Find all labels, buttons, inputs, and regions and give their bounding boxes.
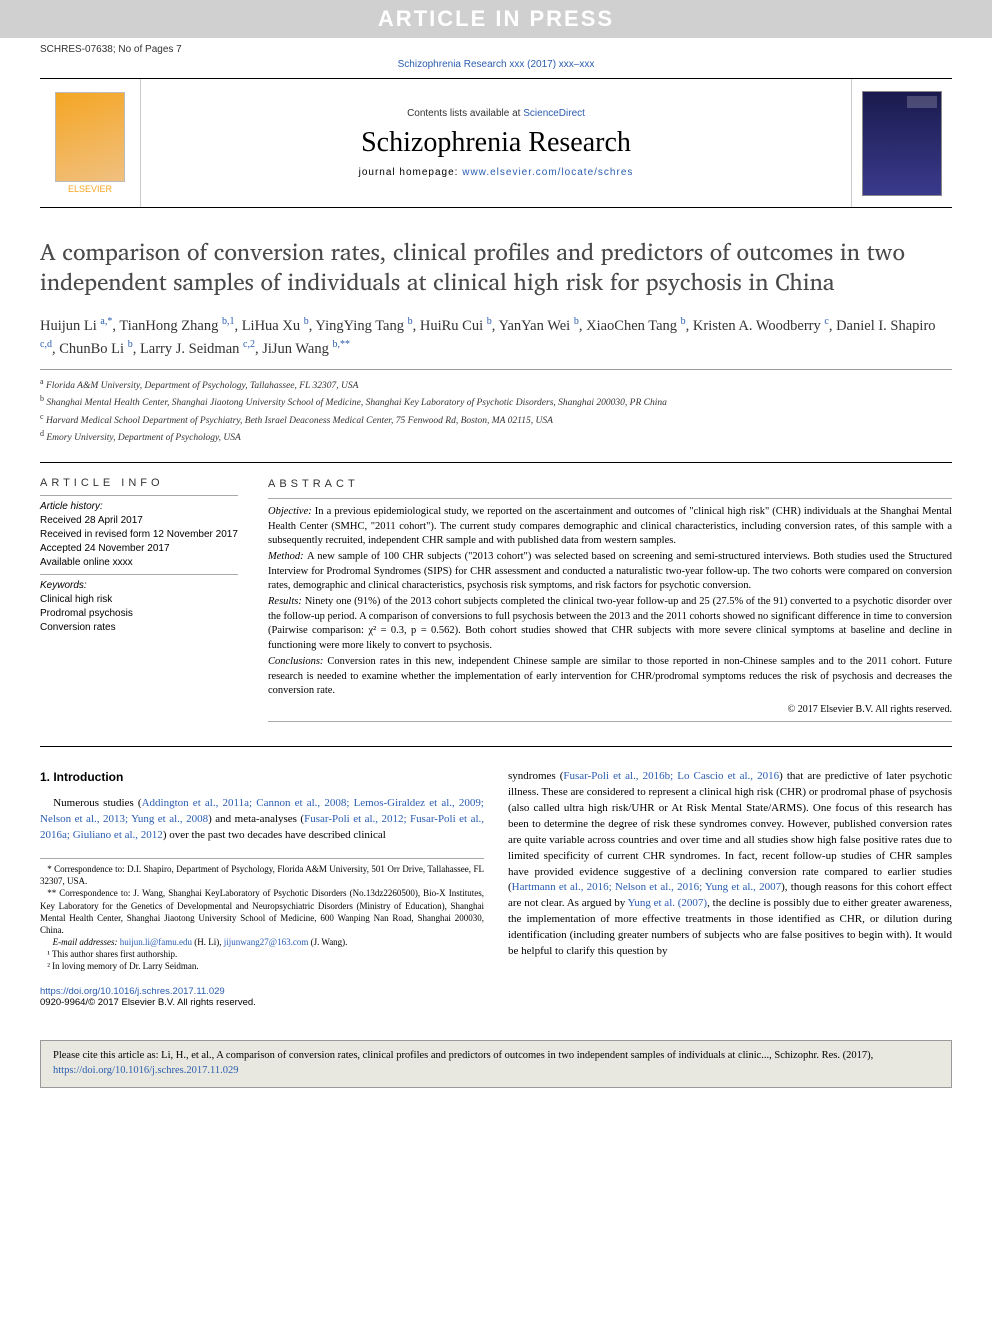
journal-cover-thumbnail (862, 91, 942, 196)
section-1-heading: 1. Introduction (40, 769, 484, 786)
history-label: Article history: (40, 500, 238, 514)
elsevier-logo (55, 92, 125, 182)
abstract-section: Results: Ninety one (91%) of the 2013 co… (268, 595, 952, 654)
author: , YingYing Tang (309, 318, 408, 334)
doi-link[interactable]: https://doi.org/10.1016/j.schres.2017.11… (40, 986, 225, 997)
correspondence-1: * Correspondence to: D.I. Shapiro, Depar… (40, 863, 484, 887)
author: , Kristen A. Woodberry (686, 318, 825, 334)
author: , Daniel I. Shapiro (829, 318, 936, 334)
sciencedirect-link[interactable]: ScienceDirect (523, 108, 585, 119)
author-affil-sup: c,d (40, 339, 52, 350)
abstract-section-label: Conclusions: (268, 656, 327, 667)
footnote-2: ² In loving memory of Dr. Larry Seidman. (40, 960, 484, 972)
article-info-heading: article info (40, 477, 238, 489)
intro-paragraph-col2: syndromes (Fusar-Poli et al., 2016b; Lo … (508, 769, 952, 960)
author: , XiaoChen Tang (579, 318, 681, 334)
abstract-section-label: Results: (268, 596, 305, 607)
email-line: E-mail addresses: huijun.li@famu.edu (H.… (40, 936, 484, 948)
doi-block: https://doi.org/10.1016/j.schres.2017.11… (40, 986, 952, 1008)
history-line: Received in revised form 12 November 201… (40, 528, 238, 542)
article-history-block: Article history: Received 28 April 2017R… (40, 495, 238, 570)
abstract-section-label: Method: (268, 551, 307, 562)
header-line: SCHRES-07638; No of Pages 7 (0, 38, 992, 57)
cover-thumb-cell (852, 79, 952, 207)
author-affil-sup: b,1 (222, 316, 235, 327)
homepage-link[interactable]: www.elsevier.com/locate/schres (462, 167, 633, 178)
author-affil-sup: b,** (333, 339, 351, 350)
abstract-section: Method: A new sample of 100 CHR subjects… (268, 550, 952, 594)
footnotes-block: * Correspondence to: D.I. Shapiro, Depar… (40, 858, 484, 972)
affiliation-line: b Shanghai Mental Health Center, Shangha… (40, 393, 952, 410)
author: , LiHua Xu (234, 318, 303, 334)
article-title: A comparison of conversion rates, clinic… (40, 238, 952, 298)
abstract-panel: abstract Objective: In a previous epidem… (250, 463, 952, 736)
citation-link[interactable]: Yung et al. (2007) (628, 897, 708, 909)
author: , HuiRu Cui (413, 318, 487, 334)
email-link-1[interactable]: huijun.li@famu.edu (120, 937, 192, 947)
author: , JiJun Wang (255, 341, 333, 357)
affiliation-line: d Emory University, Department of Psycho… (40, 428, 952, 445)
journal-ref-link[interactable]: Schizophrenia Research xxx (2017) xxx–xx… (398, 59, 595, 70)
abstract-section-label: Objective: (268, 506, 315, 517)
abstract-section: Objective: In a previous epidemiological… (268, 505, 952, 549)
history-line: Available online xxxx (40, 556, 238, 570)
doi-copyright: 0920-9964/© 2017 Elsevier B.V. All right… (40, 997, 952, 1008)
citation-link[interactable]: Fusar-Poli et al., 2016b; Lo Cascio et a… (563, 770, 779, 782)
journal-header-box: ELSEVIER Contents lists available at Sci… (40, 78, 952, 208)
info-abstract-row: article info Article history: Received 2… (40, 462, 952, 736)
contents-available: Contents lists available at ScienceDirec… (407, 108, 585, 119)
cite-doi-link[interactable]: https://doi.org/10.1016/j.schres.2017.11… (53, 1065, 239, 1076)
article-code: SCHRES-07638; No of Pages 7 (40, 44, 182, 55)
article-content: A comparison of conversion rates, clinic… (0, 208, 992, 1028)
history-line: Accepted 24 November 2017 (40, 542, 238, 556)
author: , Larry J. Seidman (133, 341, 243, 357)
journal-reference: Schizophrenia Research xxx (2017) xxx–xx… (0, 57, 992, 78)
keyword: Clinical high risk (40, 593, 238, 607)
full-rule (40, 746, 952, 747)
journal-title: Schizophrenia Research (361, 127, 631, 159)
publisher-logo-cell: ELSEVIER (40, 79, 140, 207)
abstract-heading: abstract (268, 477, 952, 492)
author-affil-sup: c,2 (243, 339, 255, 350)
correspondence-2: ** Correspondence to: J. Wang, Shanghai … (40, 887, 484, 936)
author-list: Huijun Li a,*, TianHong Zhang b,1, LiHua… (40, 314, 952, 361)
abstract-copyright: © 2017 Elsevier B.V. All rights reserved… (268, 703, 952, 717)
affiliation-line: c Harvard Medical School Department of P… (40, 411, 952, 428)
email-link-2[interactable]: jijunwang27@163.com (224, 937, 309, 947)
keywords-block: Keywords: Clinical high riskProdromal ps… (40, 574, 238, 635)
author: , ChunBo Li (52, 341, 128, 357)
author: , YanYan Wei (492, 318, 574, 334)
citation-link[interactable]: Hartmann et al., 2016; Nelson et al., 20… (512, 881, 781, 893)
author-affil-sup: a,* (100, 316, 112, 327)
keywords-label: Keywords: (40, 579, 238, 593)
abstract-section: Conclusions: Conversion rates in this ne… (268, 655, 952, 699)
intro-paragraph-col1: Numerous studies (Addington et al., 2011… (40, 796, 484, 844)
body-two-column: 1. Introduction Numerous studies (Adding… (40, 769, 952, 972)
author: Huijun Li (40, 318, 100, 334)
keyword: Conversion rates (40, 621, 238, 635)
affiliations-list: a Florida A&M University, Department of … (40, 369, 952, 456)
elsevier-label: ELSEVIER (68, 184, 112, 194)
footnote-1: ¹ This author shares first authorship. (40, 948, 484, 960)
citation-box: Please cite this article as: Li, H., et … (40, 1040, 952, 1087)
affiliation-line: a Florida A&M University, Department of … (40, 376, 952, 393)
history-line: Received 28 April 2017 (40, 514, 238, 528)
keyword: Prodromal psychosis (40, 607, 238, 621)
author: , TianHong Zhang (112, 318, 222, 334)
journal-homepage: journal homepage: www.elsevier.com/locat… (359, 167, 634, 178)
journal-title-cell: Contents lists available at ScienceDirec… (140, 79, 852, 207)
article-info-panel: article info Article history: Received 2… (40, 463, 250, 736)
article-in-press-banner: ARTICLE IN PRESS (0, 0, 992, 38)
